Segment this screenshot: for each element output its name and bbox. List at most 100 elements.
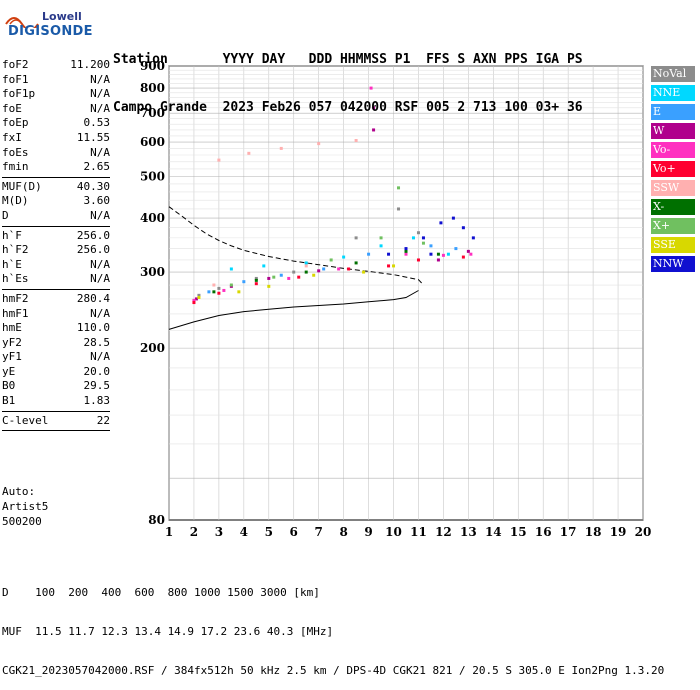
param-value: 256.0: [76, 243, 110, 257]
legend-item-sse: SSE: [651, 237, 695, 253]
point-nne: [446, 252, 450, 256]
x-tick-label: 15: [510, 525, 527, 539]
point-vo-: [254, 282, 258, 286]
point-ssw: [279, 146, 283, 150]
param-separator: [2, 176, 110, 178]
param-value: N/A: [90, 87, 110, 101]
param-value: 110.0: [76, 321, 110, 335]
point-e: [242, 280, 246, 284]
param-row: foF2 11.200: [2, 58, 110, 73]
footer-distance-row: D 100 200 400 600 800 1000 1500 3000 [km…: [2, 586, 320, 599]
point-noval: [354, 236, 358, 240]
param-value: N/A: [90, 350, 110, 364]
x-tick-label: 10: [385, 525, 402, 539]
param-row: yF2 28.5: [2, 336, 110, 351]
point-ssw: [304, 264, 308, 268]
param-value: 2.65: [83, 160, 111, 174]
point-e: [279, 273, 283, 277]
param-value: 3.60: [83, 194, 111, 208]
point-nnw: [471, 236, 475, 240]
point-sse: [312, 273, 316, 277]
x-tick-label: 4: [240, 525, 248, 539]
legend-item-nnw: NNW: [651, 256, 695, 272]
point-nne: [379, 244, 383, 248]
param-name: B0: [2, 379, 16, 393]
x-tick-label: 14: [485, 525, 502, 539]
point-w: [194, 297, 198, 301]
point-nnw: [451, 216, 455, 220]
y-tick-label: 600: [140, 135, 165, 149]
param-row: foF1p N/A: [2, 87, 110, 102]
y-tick-label: 400: [140, 211, 165, 225]
x-tick-label: 5: [265, 525, 273, 539]
point-vo-: [337, 267, 341, 271]
param-row: foE N/A: [2, 102, 110, 117]
param-row: foEp 0.53: [2, 116, 110, 131]
point-noval: [217, 286, 221, 290]
point-noval: [416, 231, 420, 235]
point-sse: [362, 270, 366, 274]
legend-item-ssw: SSW: [651, 180, 695, 196]
param-value: N/A: [90, 72, 110, 86]
point-e: [429, 244, 433, 248]
y-tick-label: 500: [140, 169, 165, 183]
point-x-: [404, 249, 408, 253]
param-name: foEs: [2, 145, 29, 159]
param-name: B1: [2, 394, 16, 408]
y-tick-label: 900: [140, 59, 165, 73]
footer-info: D 100 200 400 600 800 1000 1500 3000 [km…: [2, 560, 664, 690]
point-x-: [304, 270, 308, 274]
param-name: MUF(D): [2, 179, 42, 193]
param-value: 29.5: [83, 379, 111, 393]
y-tick-label: 80: [148, 513, 165, 527]
point-ssw: [217, 158, 221, 162]
footer-muf-row: MUF 11.5 11.7 12.3 13.4 14.9 17.2 23.6 4…: [2, 625, 334, 638]
param-name: hmE: [2, 321, 22, 335]
x-tick-label: 17: [560, 525, 577, 539]
point-w: [317, 269, 321, 273]
x-tick-label: 18: [585, 525, 602, 539]
point-nne: [229, 267, 233, 271]
autoscaling-info: Auto: Artist5 500200: [2, 484, 48, 529]
point-vo-: [217, 291, 221, 295]
point-sse: [197, 295, 201, 299]
point-w: [436, 258, 440, 262]
param-value: 256.0: [76, 228, 110, 242]
param-row: fmin 2.65: [2, 160, 110, 175]
artist-code: 500200: [2, 515, 42, 528]
y-tick-label: 200: [140, 341, 165, 355]
legend-item-x-: X+: [651, 218, 695, 234]
param-row: yE 20.0: [2, 365, 110, 380]
point-sse: [392, 264, 396, 268]
x-tick-label: 7: [315, 525, 323, 539]
param-separator: [2, 410, 110, 412]
logo-line2: DIGISONDE: [8, 24, 93, 39]
legend-item-vo-: Vo-: [651, 142, 695, 158]
polarization-legend: NoVal NNE E W Vo- Vo+ SSW X- X+ SSE NNW: [651, 66, 695, 275]
param-name: D: [2, 208, 9, 222]
y-tick-label: 700: [140, 106, 165, 120]
logo-line1: Lowell: [42, 10, 82, 23]
param-row: B1 1.83: [2, 394, 110, 409]
point-nnw: [404, 247, 408, 251]
point-vo-: [404, 252, 408, 256]
point-vo-: [297, 275, 301, 279]
x-tick-label: 8: [339, 525, 347, 539]
param-value: 28.5: [83, 335, 111, 349]
point-vo-: [469, 252, 473, 256]
point-x-: [436, 252, 440, 256]
param-name: C-level: [2, 413, 49, 427]
param-row: B0 29.5: [2, 379, 110, 394]
plot-frame: [168, 65, 644, 521]
param-row: foEs N/A: [2, 146, 110, 161]
param-value: 20.0: [83, 364, 111, 378]
param-row: C-level 22: [2, 414, 110, 429]
point-noval: [254, 276, 258, 280]
param-name: foF1p: [2, 87, 36, 101]
x-tick-label: 20: [635, 525, 652, 539]
solid-curve: [168, 290, 419, 330]
param-name: yF1: [2, 350, 22, 364]
param-name: hmF2: [2, 291, 29, 305]
point-vo-: [347, 267, 351, 271]
param-row: yF1 N/A: [2, 350, 110, 365]
